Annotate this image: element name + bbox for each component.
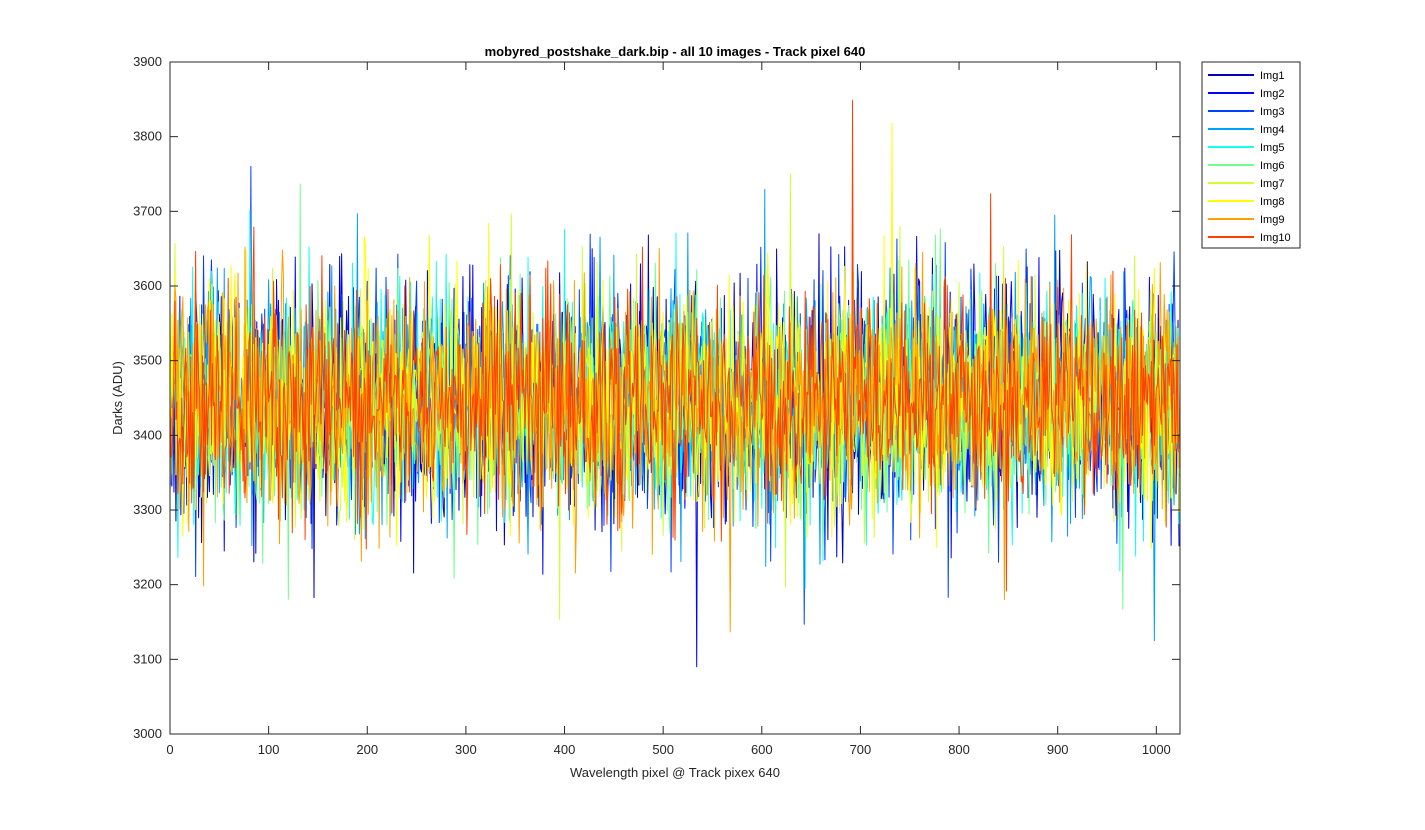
axes-layer: 0 100 200 300 400 500 600 700 800 900 1000 3000 3100…: [133, 54, 1180, 757]
x-tick-label: 500: [652, 742, 674, 757]
plot-frame: [169, 61, 1181, 735]
legend-label-img8: Img8: [1260, 196, 1284, 208]
legend-label-img4: Img4: [1260, 124, 1284, 136]
y-tick-label: 3900: [133, 54, 162, 69]
series-layer: [169, 99, 1180, 668]
y-tick-label: 3100: [133, 651, 162, 666]
y-tick-label: 3300: [133, 502, 162, 517]
x-tick-label: 600: [751, 742, 773, 757]
y-tick-label: 3400: [133, 427, 162, 442]
x-tick-label: 400: [554, 742, 576, 757]
x-tick-label: 900: [1047, 742, 1069, 757]
legend-label-img2: Img2: [1260, 88, 1284, 100]
x-tick-label: 800: [948, 742, 970, 757]
x-tick-label: 0: [166, 742, 173, 757]
x-tick-label: 700: [850, 742, 872, 757]
y-tick-label: 3000: [133, 726, 162, 741]
x-tick-label: 1000: [1142, 742, 1171, 757]
y-tick-label: 3200: [133, 577, 162, 592]
y-tick-label: 3700: [133, 203, 162, 218]
legend-label-img5: Img5: [1260, 142, 1284, 154]
y-tick-label: 3800: [133, 129, 162, 144]
legend-label-img9: Img9: [1260, 214, 1284, 226]
legend-label-img7: Img7: [1260, 178, 1284, 190]
chart-title: mobyred_postshake_dark.bip - all 10 imag…: [485, 44, 866, 59]
y-tick-label: 3600: [133, 278, 162, 293]
legend-box: [1201, 61, 1301, 249]
x-axis-label: Wavelength pixel @ Track pixex 640: [570, 765, 780, 780]
legend-label-img3: Img3: [1260, 106, 1284, 118]
legend-label-img1: Img1: [1260, 70, 1284, 82]
legend-label-img6: Img6: [1260, 160, 1284, 172]
y-axis-label: Darks (ADU): [110, 361, 125, 435]
series-line-img10: [169, 99, 1180, 592]
x-tick-label: 100: [258, 742, 280, 757]
legend-label-img10: Img10: [1260, 232, 1291, 244]
y-tick-label: 3500: [133, 353, 162, 368]
x-tick-label: 200: [356, 742, 378, 757]
x-tick-label: 300: [455, 742, 477, 757]
legend: Img1 Img2 Img3 Img4 Img5 Img6 Img7 Img8 Img9 Img1…: [1201, 61, 1301, 249]
